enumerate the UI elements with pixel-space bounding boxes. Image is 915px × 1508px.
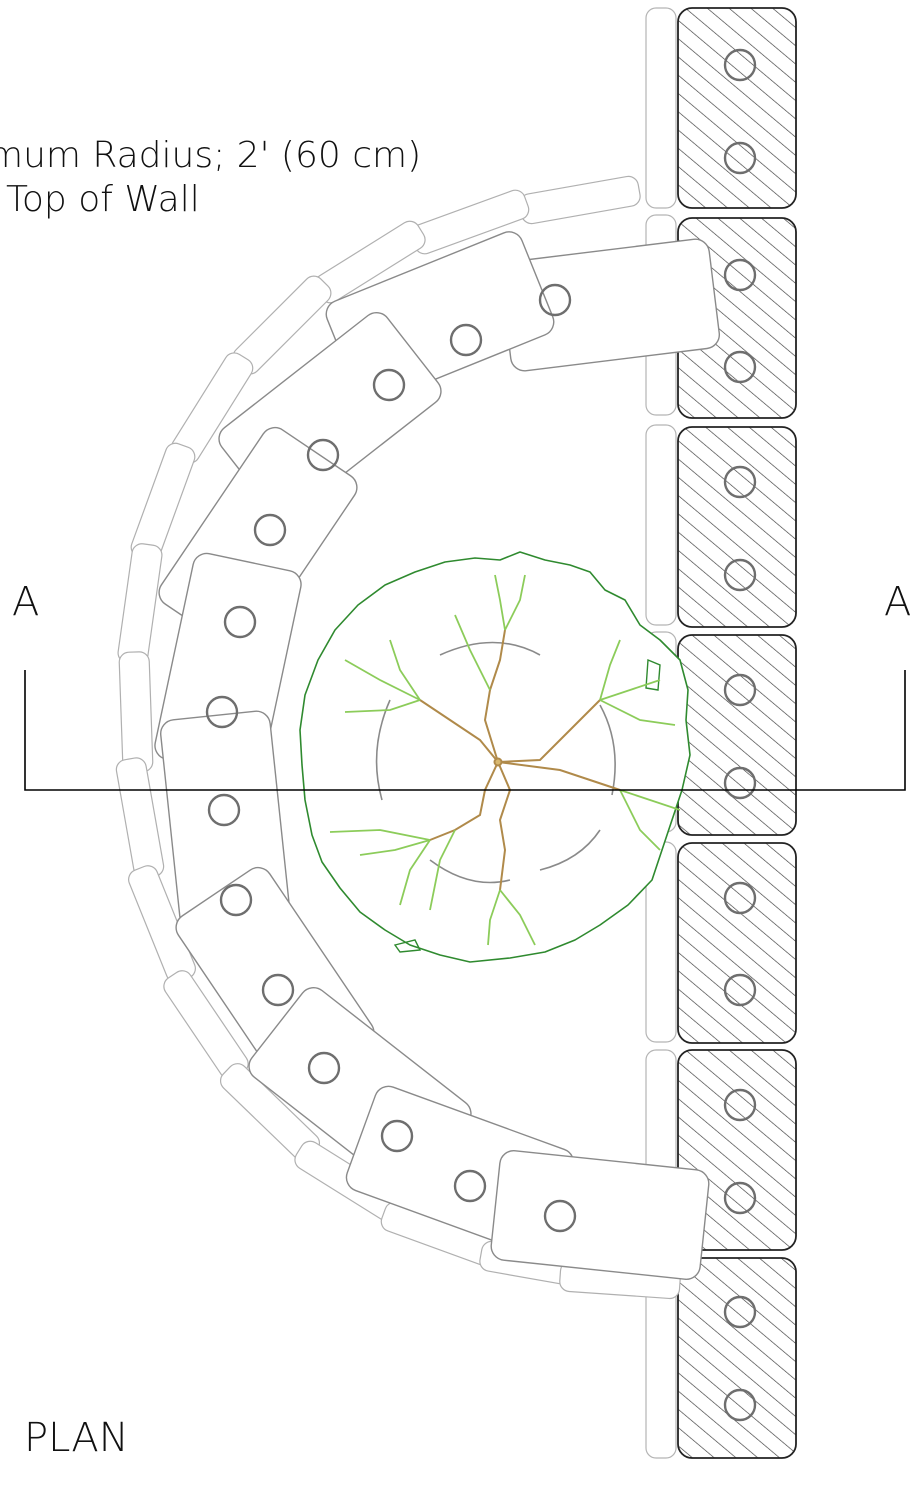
straight-wall-pins xyxy=(723,48,757,1422)
tree-canopy xyxy=(299,551,691,963)
section-line-a-a xyxy=(24,670,906,791)
plan-title: PLAN xyxy=(24,1415,129,1461)
radius-note-line-1: imum Radius; 2' (60 cm) xyxy=(0,135,422,176)
section-marker-left: A xyxy=(12,579,40,625)
radius-note-line-2: Top of Wall xyxy=(6,179,200,220)
curved-wall-pins xyxy=(205,283,577,1233)
section-marker-right: A xyxy=(884,579,912,625)
